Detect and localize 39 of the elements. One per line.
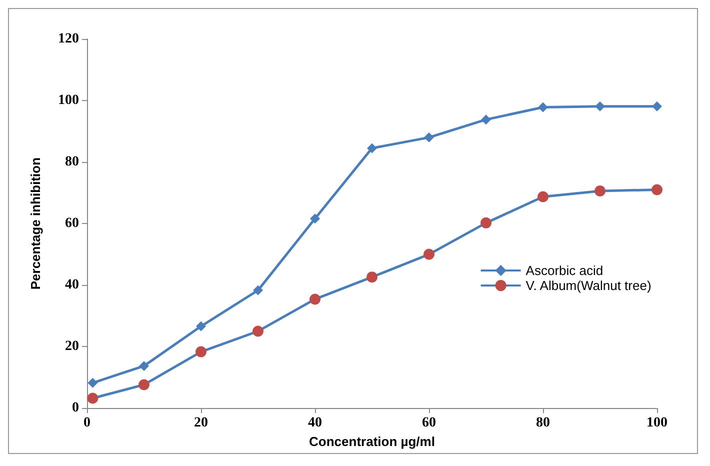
x-tick-label: 20 [194, 416, 208, 431]
point [652, 101, 662, 112]
y-tick-label: 100 [58, 93, 79, 108]
point [87, 392, 98, 404]
legend-label: Ascorbic acid [526, 263, 604, 278]
point [480, 217, 492, 228]
point [481, 114, 491, 125]
point [424, 248, 434, 260]
point [252, 326, 264, 337]
y-tick-label: 120 [58, 32, 79, 46]
point [367, 143, 377, 154]
x-tick-label: 100 [646, 416, 668, 431]
x-tick-label: 80 [536, 416, 550, 431]
point [196, 346, 206, 358]
point [138, 379, 150, 390]
y-axis-title: Percentage inhibition [28, 157, 43, 290]
point [88, 378, 98, 388]
y-tick-label: 80 [65, 154, 79, 170]
point [310, 294, 320, 305]
point [652, 184, 662, 196]
point [538, 102, 548, 112]
point [538, 191, 548, 202]
legend-label: V. Album(Walnut tree) [526, 278, 652, 293]
x-tick-label: 60 [422, 416, 436, 431]
x-tick-label: 40 [308, 416, 322, 431]
point [366, 272, 378, 283]
point [253, 285, 263, 296]
point [595, 101, 605, 112]
point [424, 132, 434, 142]
point [139, 360, 149, 371]
y-tick-label: 60 [65, 216, 79, 232]
x-tick-label: 0 [84, 416, 90, 431]
y-tick-label: 0 [72, 400, 79, 416]
y-tick-label: 40 [65, 278, 79, 293]
y-tick-label: 20 [65, 339, 79, 354]
point [310, 214, 320, 224]
x-axis-title: Concentration µg/ml [309, 434, 435, 449]
point [594, 185, 606, 196]
point [196, 321, 206, 332]
